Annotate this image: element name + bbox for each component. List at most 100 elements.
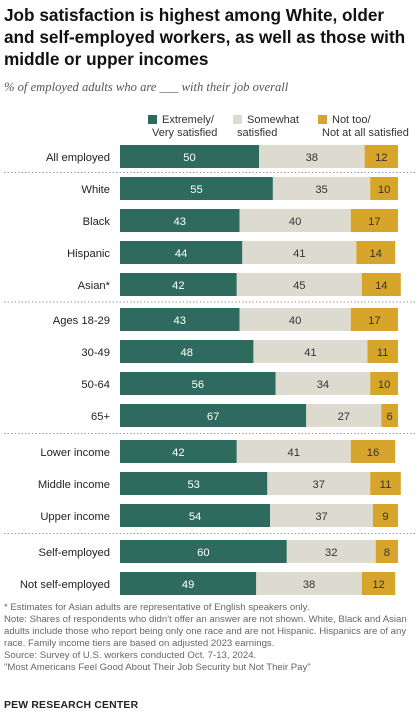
bar-white-s0: [120, 177, 273, 200]
bar-value-ages-18-29-s1: 40: [289, 315, 301, 327]
bar-black-s2: [350, 209, 398, 232]
bar-30-49-s0: [120, 340, 254, 363]
bar-value-not-self-employed-s1: 38: [303, 579, 315, 591]
bar-hispanic-s2: [356, 241, 396, 264]
bar-value-upper-income-s2: 9: [382, 511, 388, 523]
bar-self-employed-s2: [375, 540, 398, 563]
bar-value-upper-income-s0: 54: [189, 511, 201, 523]
bar-value-all-employed-s0: 50: [183, 152, 195, 164]
category-label-30-49: 30-49: [81, 347, 110, 359]
bar-asian-s0: [120, 273, 237, 296]
bar-value-hispanic-s2: 14: [370, 248, 382, 260]
bar-50-64-s2: [370, 372, 398, 395]
category-label-hispanic: Hispanic: [67, 248, 110, 260]
bar-value-50-64-s1: 34: [317, 379, 329, 391]
bar-value-black-s2: 17: [368, 216, 380, 228]
bar-value-hispanic-s1: 41: [293, 248, 305, 260]
bar-value-self-employed-s2: 8: [384, 547, 390, 559]
legend-label-1-1: satisfied: [237, 127, 277, 139]
bar-30-49-s1: [253, 340, 368, 363]
bar-value-hispanic-s0: 44: [175, 248, 187, 260]
asterisk-note: * Estimates for Asian adults are represe…: [4, 602, 310, 613]
bar-value-upper-income-s1: 37: [315, 511, 327, 523]
bar-upper-income-s2: [372, 504, 398, 527]
bar-black-s0: [120, 209, 240, 232]
bar-not-self-employed-s0: [120, 572, 257, 595]
bar-value-lower-income-s2: 16: [367, 447, 379, 459]
bar-middle-income-s0: [120, 472, 268, 495]
bar-65-s2: [381, 404, 398, 427]
bar-value-middle-income-s2: 11: [380, 479, 392, 491]
bar-value-all-employed-s1: 38: [306, 152, 318, 164]
bar-value-middle-income-s1: 37: [313, 479, 325, 491]
footnotes: * Estimates for Asian adults are represe…: [4, 602, 416, 674]
category-label-lower-income: Lower income: [40, 447, 110, 459]
bar-value-asian-s0: 42: [172, 280, 184, 292]
category-label-middle-income: Middle income: [38, 479, 110, 491]
legend-label-2-0: Not too/: [332, 114, 371, 126]
legend-label-2-1: Not at all satisfied: [322, 127, 409, 139]
category-label-all-employed: All employed: [46, 152, 110, 164]
bar-white-s2: [370, 177, 398, 200]
bar-black-s1: [239, 209, 351, 232]
source-note: Source: Survey of U.S. workers conducted…: [4, 650, 257, 661]
bar-ages-18-29-s2: [350, 308, 398, 331]
bar-ages-18-29-s1: [239, 308, 351, 331]
bar-hispanic-s1: [242, 241, 357, 264]
category-label-ages-18-29: Ages 18-29: [53, 315, 110, 327]
category-label-white: White: [81, 184, 110, 196]
category-label-black: Black: [83, 216, 111, 228]
category-label-50-64: 50-64: [81, 379, 110, 391]
bar-upper-income-s0: [120, 504, 271, 527]
chart-subtitle: % of employed adults who are ___ with th…: [4, 80, 289, 94]
legend-label-0-1: Very satisfied: [152, 127, 217, 139]
bar-value-30-49-s1: 41: [304, 347, 316, 359]
bar-lower-income-s1: [236, 440, 351, 463]
bar-value-30-49-s0: 48: [180, 347, 192, 359]
bar-value-not-self-employed-s2: 12: [372, 579, 384, 591]
bar-not-self-employed-s2: [361, 572, 396, 595]
bar-ages-18-29-s0: [120, 308, 240, 331]
bar-value-asian-s1: 45: [293, 280, 305, 292]
bar-value-self-employed-s0: 60: [197, 547, 209, 559]
legend-swatch-2: [318, 115, 327, 124]
bar-hispanic-s0: [120, 241, 243, 264]
bar-value-ages-18-29-s2: 17: [368, 315, 380, 327]
bar-value-black-s0: 43: [174, 216, 186, 228]
bar-50-64-s0: [120, 372, 276, 395]
category-label-asian: Asian*: [78, 280, 111, 292]
bar-all-employed-s0: [120, 145, 259, 168]
bar-self-employed-s1: [286, 540, 376, 563]
bar-value-ages-18-29-s0: 43: [174, 315, 186, 327]
bar-value-black-s1: 40: [289, 216, 301, 228]
bar-65-s1: [306, 404, 382, 427]
bar-value-white-s0: 55: [190, 184, 202, 196]
category-label-self-employed: Self-employed: [38, 547, 110, 559]
bar-middle-income-s1: [267, 472, 371, 495]
bar-value-65-s1: 27: [338, 411, 350, 423]
bar-65-s0: [120, 404, 307, 427]
bar-value-lower-income-s1: 41: [288, 447, 300, 459]
bar-value-30-49-s2: 11: [377, 347, 389, 359]
bar-value-all-employed-s2: 12: [375, 152, 387, 164]
bar-30-49-s2: [367, 340, 398, 363]
category-label-not-self-employed: Not self-employed: [20, 579, 110, 591]
bar-value-asian-s2: 14: [375, 280, 387, 292]
bar-upper-income-s1: [270, 504, 373, 527]
bar-lower-income-s2: [350, 440, 396, 463]
stacked-bar-chart: Extremely/Very satisfied Somewhatsatisfie…: [4, 114, 416, 595]
bar-value-middle-income-s0: 53: [187, 479, 199, 491]
bar-self-employed-s0: [120, 540, 287, 563]
bar-value-50-64-s2: 10: [378, 379, 390, 391]
legend-label-0-0: Extremely/: [162, 114, 215, 126]
bar-value-not-self-employed-s0: 49: [182, 579, 194, 591]
bar-50-64-s1: [275, 372, 371, 395]
bar-value-white-s1: 35: [315, 184, 327, 196]
legend-swatch-1: [233, 115, 242, 124]
bar-value-white-s2: 10: [378, 184, 390, 196]
report-title-note: "Most Americans Feel Good About Their Jo…: [4, 662, 311, 673]
category-label-65: 65+: [91, 411, 110, 423]
brand-name: PEW RESEARCH CENTER: [4, 700, 139, 711]
chart-title: Job satisfaction is highest among White,…: [4, 5, 406, 69]
bar-value-self-employed-s1: 32: [325, 547, 337, 559]
